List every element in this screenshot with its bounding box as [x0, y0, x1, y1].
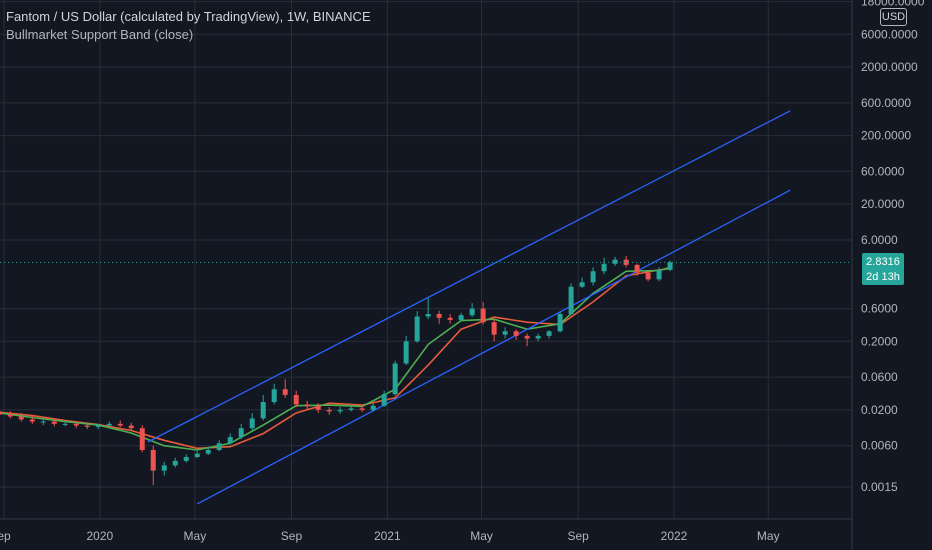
y-tick-label: 200.0000 [861, 129, 911, 143]
channel-trendline[interactable] [196, 189, 791, 505]
candle-body[interactable] [216, 443, 222, 450]
candle-body[interactable] [326, 409, 332, 412]
candle-body[interactable] [337, 409, 343, 412]
x-tick-label: 2021 [374, 529, 401, 543]
candle-body[interactable] [502, 331, 508, 335]
candle-body[interactable] [117, 423, 123, 426]
candle-body[interactable] [513, 331, 519, 336]
candle-body[interactable] [139, 428, 145, 450]
candle-body[interactable] [601, 263, 607, 272]
candle-body[interactable] [40, 421, 46, 423]
candle-body[interactable] [425, 314, 431, 317]
candle-body[interactable] [579, 282, 585, 287]
y-tick-label: 0.0600 [861, 370, 898, 384]
candle-body[interactable] [458, 315, 464, 320]
y-tick-label: 0.2000 [861, 334, 898, 348]
last-price-label: 2.8316 [866, 256, 900, 268]
candle-body[interactable] [546, 331, 552, 336]
candle-body[interactable] [524, 335, 530, 339]
candle-body[interactable] [84, 425, 90, 427]
candle-body[interactable] [0, 411, 2, 415]
last-price-badge: 2.8316 2d 13h [862, 253, 904, 285]
candle-body[interactable] [172, 460, 178, 466]
candle-body[interactable] [7, 414, 13, 417]
y-tick-label: 0.6000 [861, 302, 898, 316]
band-sma-line [0, 267, 671, 450]
candle-body[interactable] [183, 457, 189, 461]
candle-body[interactable] [271, 389, 277, 403]
candle-body[interactable] [403, 341, 409, 364]
candle-body[interactable] [414, 316, 420, 342]
candle-body[interactable] [249, 418, 255, 429]
candle-body[interactable] [161, 465, 167, 471]
candle-body[interactable] [18, 416, 24, 420]
x-tick-label: May [757, 529, 780, 543]
candle-body[interactable] [557, 314, 563, 332]
candle-body[interactable] [348, 408, 354, 410]
channel-trendline[interactable] [147, 110, 791, 443]
candle-body[interactable] [645, 272, 651, 280]
x-tick-label: Sep [567, 529, 589, 543]
candle-body[interactable] [469, 308, 475, 316]
y-tick-label: 60.0000 [861, 164, 905, 178]
y-tick-label: 0.0200 [861, 403, 898, 417]
candle-body[interactable] [95, 425, 101, 427]
band-ema-line [0, 266, 671, 451]
candle-body[interactable] [51, 421, 57, 424]
y-tick-label: 6.0000 [861, 233, 898, 247]
candle-body[interactable] [491, 322, 497, 335]
candle-body[interactable] [150, 449, 156, 471]
candle-body[interactable] [128, 425, 134, 429]
candle-body[interactable] [106, 423, 112, 426]
candle-body[interactable] [62, 423, 68, 425]
x-tick-label: ep [0, 529, 11, 543]
x-tick-label: May [184, 529, 207, 543]
candle-body[interactable] [480, 308, 486, 323]
candle-body[interactable] [634, 264, 640, 273]
y-tick-label: 18000.0000 [861, 0, 925, 9]
candle-body[interactable] [304, 404, 310, 407]
candle-body[interactable] [667, 262, 673, 270]
candle-body[interactable] [656, 269, 662, 280]
x-tick-label: 2022 [661, 529, 688, 543]
indicator-legend[interactable]: Bullmarket Support Band (close) [6, 27, 194, 42]
candle-body[interactable] [392, 363, 398, 395]
candle-body[interactable] [568, 286, 574, 315]
candle-body[interactable] [359, 408, 365, 410]
candle-body[interactable] [282, 389, 288, 395]
x-tick-label: 2020 [86, 529, 113, 543]
candle-body[interactable] [194, 453, 200, 458]
symbol-title: Fantom / US Dollar (calculated by Tradin… [6, 9, 371, 24]
candle-body[interactable] [436, 314, 442, 318]
candle-body[interactable] [73, 423, 79, 426]
y-tick-label: 2000.0000 [861, 60, 918, 74]
y-tick-label: 0.0015 [861, 480, 898, 494]
candle-body[interactable] [238, 428, 244, 438]
currency-unit-badge[interactable]: USD [880, 8, 907, 26]
x-tick-label: Sep [281, 529, 303, 543]
candle-body[interactable] [381, 394, 387, 406]
y-tick-label: 600.0000 [861, 96, 911, 110]
candle-body[interactable] [590, 271, 596, 283]
candle-body[interactable] [29, 419, 35, 422]
y-tick-label: 0.0060 [861, 439, 898, 453]
x-tick-label: May [470, 529, 493, 543]
candle-body[interactable] [612, 259, 618, 264]
candle-body[interactable] [370, 405, 376, 410]
candle-body[interactable] [315, 406, 321, 410]
bar-countdown-label: 2d 13h [866, 271, 900, 283]
candle-body[interactable] [205, 449, 211, 454]
candle-body[interactable] [447, 317, 453, 320]
candle-body[interactable] [260, 402, 266, 419]
y-tick-label: 20.0000 [861, 197, 905, 211]
candle-body[interactable] [535, 335, 541, 339]
candle-body[interactable] [623, 259, 629, 265]
candle-body[interactable] [227, 437, 233, 444]
y-tick-label: 6000.0000 [861, 27, 918, 41]
candle-body[interactable] [293, 394, 299, 405]
